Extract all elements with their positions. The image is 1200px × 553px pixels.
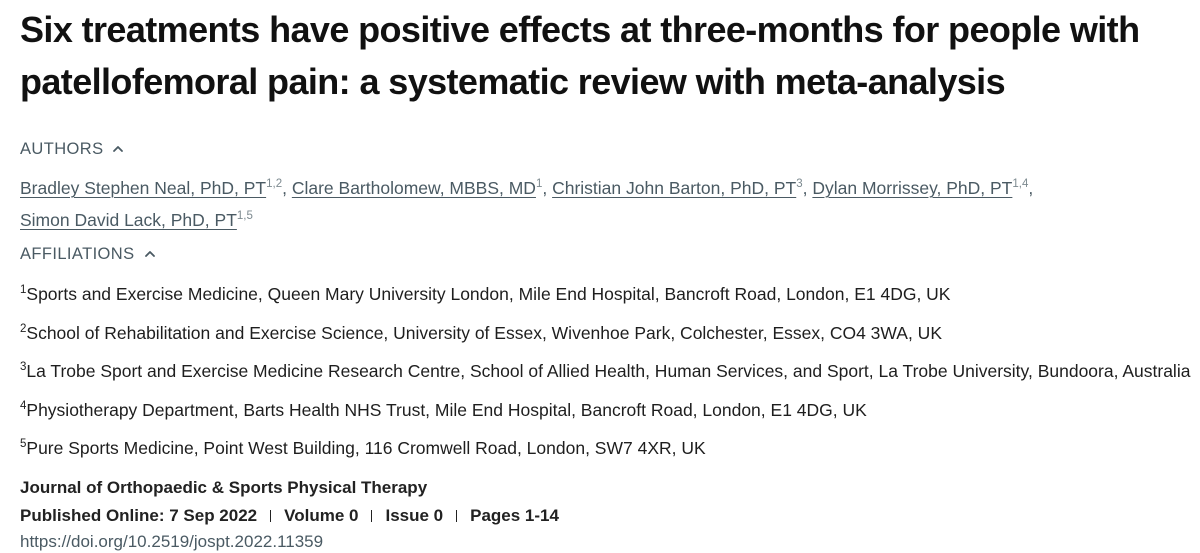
affiliation-item: 4Physiotherapy Department, Barts Health … (20, 394, 1195, 433)
affiliation-number: 5 (20, 438, 27, 450)
article-title: Six treatments have positive effects at … (20, 9, 1140, 102)
publication-info: Published Online: 7 Sep 2022 Volume 0 Is… (20, 501, 1195, 531)
affiliation-number: 3 (20, 361, 27, 373)
author-link[interactable]: Clare Bartholomew, MBBS, MD (291, 178, 536, 198)
chevron-up-icon (144, 251, 155, 257)
published-date: Published Online: 7 Sep 2022 (20, 505, 258, 525)
separator (270, 509, 272, 522)
author-link[interactable]: Simon David Lack, PhD, PT (20, 210, 237, 230)
affiliation-text: School of Rehabilitation and Exercise Sc… (26, 322, 942, 343)
affiliation-item: 1Sports and Exercise Medicine, Queen Mar… (20, 278, 1195, 317)
doi-link[interactable]: https://doi.org/10.2519/jospt.2022.11359 (20, 531, 324, 551)
authors-toggle[interactable]: AUTHORS (20, 138, 1195, 160)
author-list: Bradley Stephen Neal, PhD, PT1,2, Clare … (20, 178, 1034, 230)
issue: Issue 0 (385, 505, 444, 525)
author-affiliation-sup: 1,4 (1012, 178, 1029, 190)
affiliation-text: Pure Sports Medicine, Point West Buildin… (26, 438, 706, 458)
author-affiliation-sup: 1 (535, 178, 543, 190)
affiliations-heading: AFFILIATIONS (20, 244, 135, 263)
affiliation-number: 2 (20, 322, 27, 335)
author-affiliation-sup: 1,2 (266, 178, 283, 190)
author-link[interactable]: Bradley Stephen Neal, PhD, PT (20, 178, 267, 198)
chevron-up-icon (113, 146, 124, 152)
affiliation-list: 1Sports and Exercise Medicine, Queen Mar… (20, 278, 1195, 471)
affiliation-text: Sports and Exercise Medicine, Queen Mary… (26, 284, 951, 304)
author-affiliation-sup: 1,5 (236, 210, 253, 222)
author-link[interactable]: Dylan Morrissey, PhD, PT (812, 178, 1013, 198)
affiliation-number: 4 (20, 399, 27, 412)
pages: Pages 1-14 (470, 505, 559, 525)
affiliation-number: 1 (20, 284, 27, 296)
author-affiliation-sup: 3 (796, 178, 803, 190)
affiliations-toggle[interactable]: AFFILIATIONS (20, 243, 1195, 265)
affiliation-item: 2School of Rehabilitation and Exercise S… (20, 317, 1195, 356)
affiliation-item: 3La Trobe Sport and Exercise Medicine Re… (20, 355, 1195, 394)
affiliation-text: Physiotherapy Department, Barts Health N… (26, 399, 867, 420)
affiliation-item: 5Pure Sports Medicine, Point West Buildi… (20, 432, 1195, 471)
author-link[interactable]: Christian John Barton, PhD, PT (552, 178, 797, 198)
separator (456, 509, 458, 522)
affiliation-text: La Trobe Sport and Exercise Medicine Res… (26, 361, 1191, 381)
authors-heading: AUTHORS (20, 139, 104, 158)
separator (371, 509, 373, 522)
volume: Volume 0 (284, 505, 359, 525)
article-header: Six treatments have positive effects at … (20, 0, 1195, 553)
journal-name: Journal of Orthopaedic & Sports Physical… (20, 477, 428, 497)
